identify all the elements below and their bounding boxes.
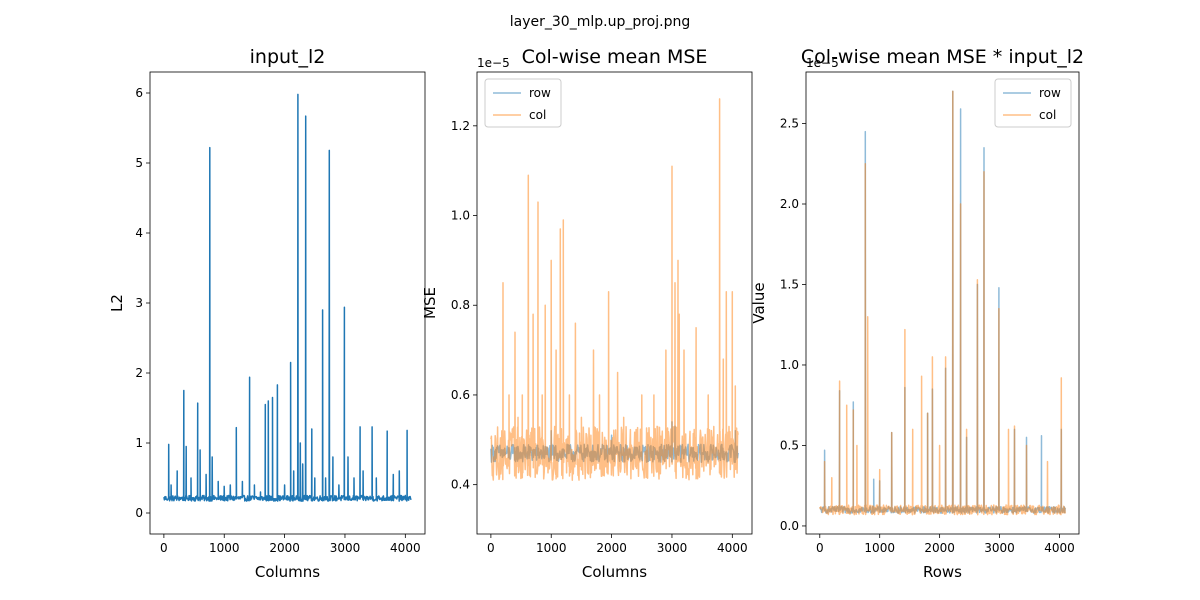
figure-suptitle: layer_30_mlp.up_proj.png [510, 14, 690, 30]
y-tick-label: 2.5 [780, 117, 799, 131]
y-tick-label: 1.0 [451, 209, 470, 223]
y-tick-label: 0.6 [451, 388, 470, 402]
y-tick-label: 6 [135, 86, 143, 100]
x-tick-label: 2000 [596, 541, 627, 555]
legend-label-row: row [1039, 86, 1061, 100]
chart-panel-col-wise-mean-mse: 0 1000 2000 3000 4000 0.4 0.6 0.8 1.0 1.2 1e−5 Col-… [421, 46, 753, 581]
axes-title: input_l2 [250, 46, 326, 68]
series-line-l2 [163, 93, 412, 502]
chart-panel-col-wise-mse-times-input-l2: 0 1000 2000 3000 4000 0.0 0.5 1.0 1.5 2.0 2.5 1e−5C… [750, 46, 1084, 581]
y-tick-label: 0.4 [451, 478, 470, 492]
axes-frame [805, 71, 1080, 535]
x-tick-label: 2000 [924, 541, 955, 555]
y-tick-label: 0.0 [780, 519, 799, 533]
series-line-col [490, 98, 739, 481]
y-tick-label: 1.2 [451, 119, 470, 133]
x-axis-label: Columns [582, 563, 647, 581]
axes-title: Col-wise mean MSE [522, 46, 708, 68]
x-tick-label: 3000 [657, 541, 688, 555]
legend-label-col: col [529, 108, 546, 122]
y-tick-label: 4 [135, 226, 143, 240]
x-tick-label: 4000 [1044, 541, 1075, 555]
axes-title: Col-wise mean MSE * input_l2 [801, 46, 1084, 68]
y-tick-label: 2 [135, 366, 143, 380]
x-tick-label: 0 [487, 541, 495, 555]
y-axis-label: L2 [108, 294, 126, 312]
x-tick-label: 4000 [717, 541, 748, 555]
y-tick-label: 0.8 [451, 298, 470, 312]
y-tick-label: 0.5 [780, 438, 799, 452]
x-tick-label: 1000 [864, 541, 895, 555]
legend: row col [484, 78, 562, 128]
axis-offset-label: 1e−5 [806, 56, 839, 70]
y-tick-label: 3 [135, 296, 143, 310]
x-tick-label: 1000 [209, 541, 240, 555]
axis-offset-label: 1e−5 [477, 56, 510, 70]
series-line-col [819, 90, 1066, 516]
y-axis-label: MSE [421, 287, 439, 319]
x-tick-label: 0 [816, 541, 824, 555]
x-tick-label: 2000 [269, 541, 300, 555]
y-axis-label: Value [750, 282, 768, 323]
legend-label-row: row [529, 86, 551, 100]
legend-label-col: col [1039, 108, 1056, 122]
x-tick-label: 4000 [390, 541, 421, 555]
x-axis-label: Rows [923, 563, 962, 581]
x-tick-label: 3000 [330, 541, 361, 555]
chart-panel-input-l2: 0 1000 2000 3000 4000 0 1 2 3 4 5 6 input_l2 Columns L… [108, 46, 426, 581]
y-tick-label: 1 [135, 436, 143, 450]
x-tick-label: 3000 [984, 541, 1015, 555]
y-tick-label: 5 [135, 156, 143, 170]
legend: row col [994, 78, 1072, 128]
axes-frame [476, 71, 753, 535]
y-tick-label: 2.0 [780, 197, 799, 211]
y-tick-label: 1.0 [780, 358, 799, 372]
y-tick-label: 0 [135, 506, 143, 520]
y-tick-label: 1.5 [780, 277, 799, 291]
x-tick-label: 1000 [536, 541, 567, 555]
x-tick-label: 0 [160, 541, 168, 555]
x-axis-label: Columns [255, 563, 320, 581]
